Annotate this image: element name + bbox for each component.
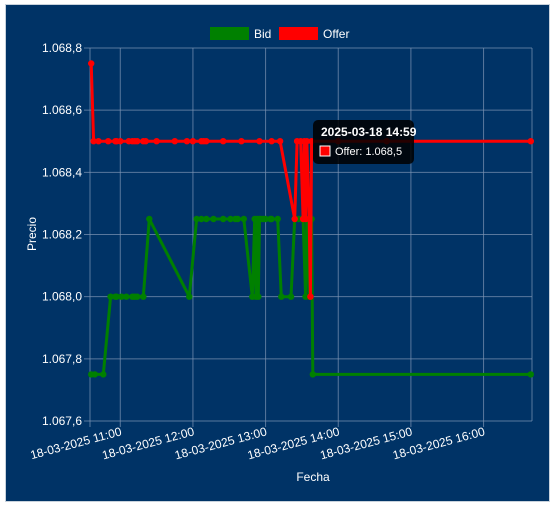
- legend-swatch-bid: [210, 27, 249, 40]
- data-point-offer[interactable]: [268, 138, 275, 145]
- y-tick-label: 1.068,4: [42, 165, 82, 179]
- data-point-offer[interactable]: [203, 138, 210, 145]
- legend-label-offer: Offer: [323, 27, 349, 41]
- data-point-offer[interactable]: [527, 138, 534, 145]
- y-tick-label: 1.067,6: [42, 414, 82, 428]
- legend-item-offer[interactable]: Offer: [279, 27, 349, 41]
- data-point-bid[interactable]: [193, 215, 200, 223]
- y-tick-label: 1.068,0: [42, 290, 82, 304]
- data-point-bid[interactable]: [140, 293, 147, 300]
- data-point-offer[interactable]: [306, 215, 313, 223]
- data-point-offer[interactable]: [171, 138, 178, 145]
- legend[interactable]: Bid Offer: [210, 27, 349, 41]
- data-point-offer[interactable]: [189, 138, 197, 145]
- chart-panel: [5, 4, 550, 502]
- data-point-offer[interactable]: [153, 138, 160, 145]
- data-point-bid[interactable]: [113, 293, 120, 300]
- data-point-offer[interactable]: [134, 138, 141, 145]
- data-point-bid[interactable]: [220, 215, 227, 223]
- grid: [84, 47, 533, 427]
- legend-item-bid[interactable]: Bid: [210, 27, 271, 41]
- data-point-offer[interactable]: [238, 138, 245, 145]
- data-point-bid[interactable]: [107, 293, 114, 300]
- data-point-bid[interactable]: [186, 293, 193, 300]
- data-point-bid[interactable]: [118, 293, 125, 300]
- series-offer: [88, 60, 534, 300]
- series-layer: [88, 60, 534, 378]
- y-tick-label: 1.068,2: [42, 228, 82, 242]
- legend-swatch-offer: [279, 27, 318, 40]
- tooltip-swatch: [319, 145, 331, 157]
- y-axis-label: Precio: [25, 217, 39, 251]
- data-point-offer[interactable]: [291, 215, 298, 223]
- data-point-bid[interactable]: [240, 215, 247, 223]
- data-point-offer[interactable]: [95, 138, 102, 145]
- data-point-bid[interactable]: [278, 293, 285, 300]
- data-point-bid[interactable]: [100, 371, 107, 378]
- data-point-bid[interactable]: [123, 293, 130, 300]
- tooltip-title: 2025-03-18 14:59: [321, 125, 417, 139]
- tooltip-box: [313, 120, 414, 164]
- data-point-offer[interactable]: [307, 293, 314, 300]
- data-point-bid[interactable]: [262, 215, 269, 223]
- data-point-bid[interactable]: [527, 371, 534, 378]
- data-point-bid[interactable]: [309, 371, 316, 378]
- data-point-bid[interactable]: [198, 215, 205, 223]
- data-point-bid[interactable]: [227, 215, 234, 223]
- data-point-offer[interactable]: [88, 60, 95, 67]
- data-point-bid[interactable]: [91, 371, 99, 378]
- data-point-offer[interactable]: [90, 138, 97, 145]
- data-point-offer[interactable]: [220, 138, 227, 145]
- data-point-bid[interactable]: [255, 293, 262, 300]
- data-point-offer[interactable]: [105, 138, 112, 145]
- series-line-offer: [89, 63, 531, 299]
- legend-label-bid: Bid: [254, 27, 271, 41]
- data-point-bid[interactable]: [203, 215, 210, 223]
- data-point-offer[interactable]: [183, 138, 191, 145]
- data-point-offer[interactable]: [256, 138, 263, 145]
- y-tick-label: 1.068,8: [42, 41, 82, 55]
- data-point-offer[interactable]: [142, 138, 149, 145]
- tooltip: 2025-03-18 14:59 Offer: 1.068,5: [313, 120, 417, 164]
- y-tick-label: 1.068,6: [42, 103, 82, 117]
- data-point-bid[interactable]: [268, 215, 275, 223]
- y-axis-ticks: 1.067,6 1.067,8 1.068,0 1.068,2 1.068,4 1.068…: [42, 41, 82, 428]
- data-point-bid[interactable]: [134, 293, 141, 300]
- data-point-offer[interactable]: [303, 138, 310, 145]
- y-tick-label: 1.067,8: [42, 352, 82, 366]
- data-point-bid[interactable]: [287, 293, 295, 300]
- data-point-offer[interactable]: [117, 138, 124, 145]
- data-point-bid[interactable]: [234, 215, 241, 223]
- data-point-bid[interactable]: [146, 215, 153, 223]
- data-point-bid[interactable]: [274, 215, 281, 223]
- data-point-offer[interactable]: [276, 138, 284, 145]
- tooltip-label: Offer: 1.068,5: [335, 146, 402, 158]
- x-axis-label: Fecha: [296, 470, 330, 484]
- data-point-bid[interactable]: [210, 215, 217, 223]
